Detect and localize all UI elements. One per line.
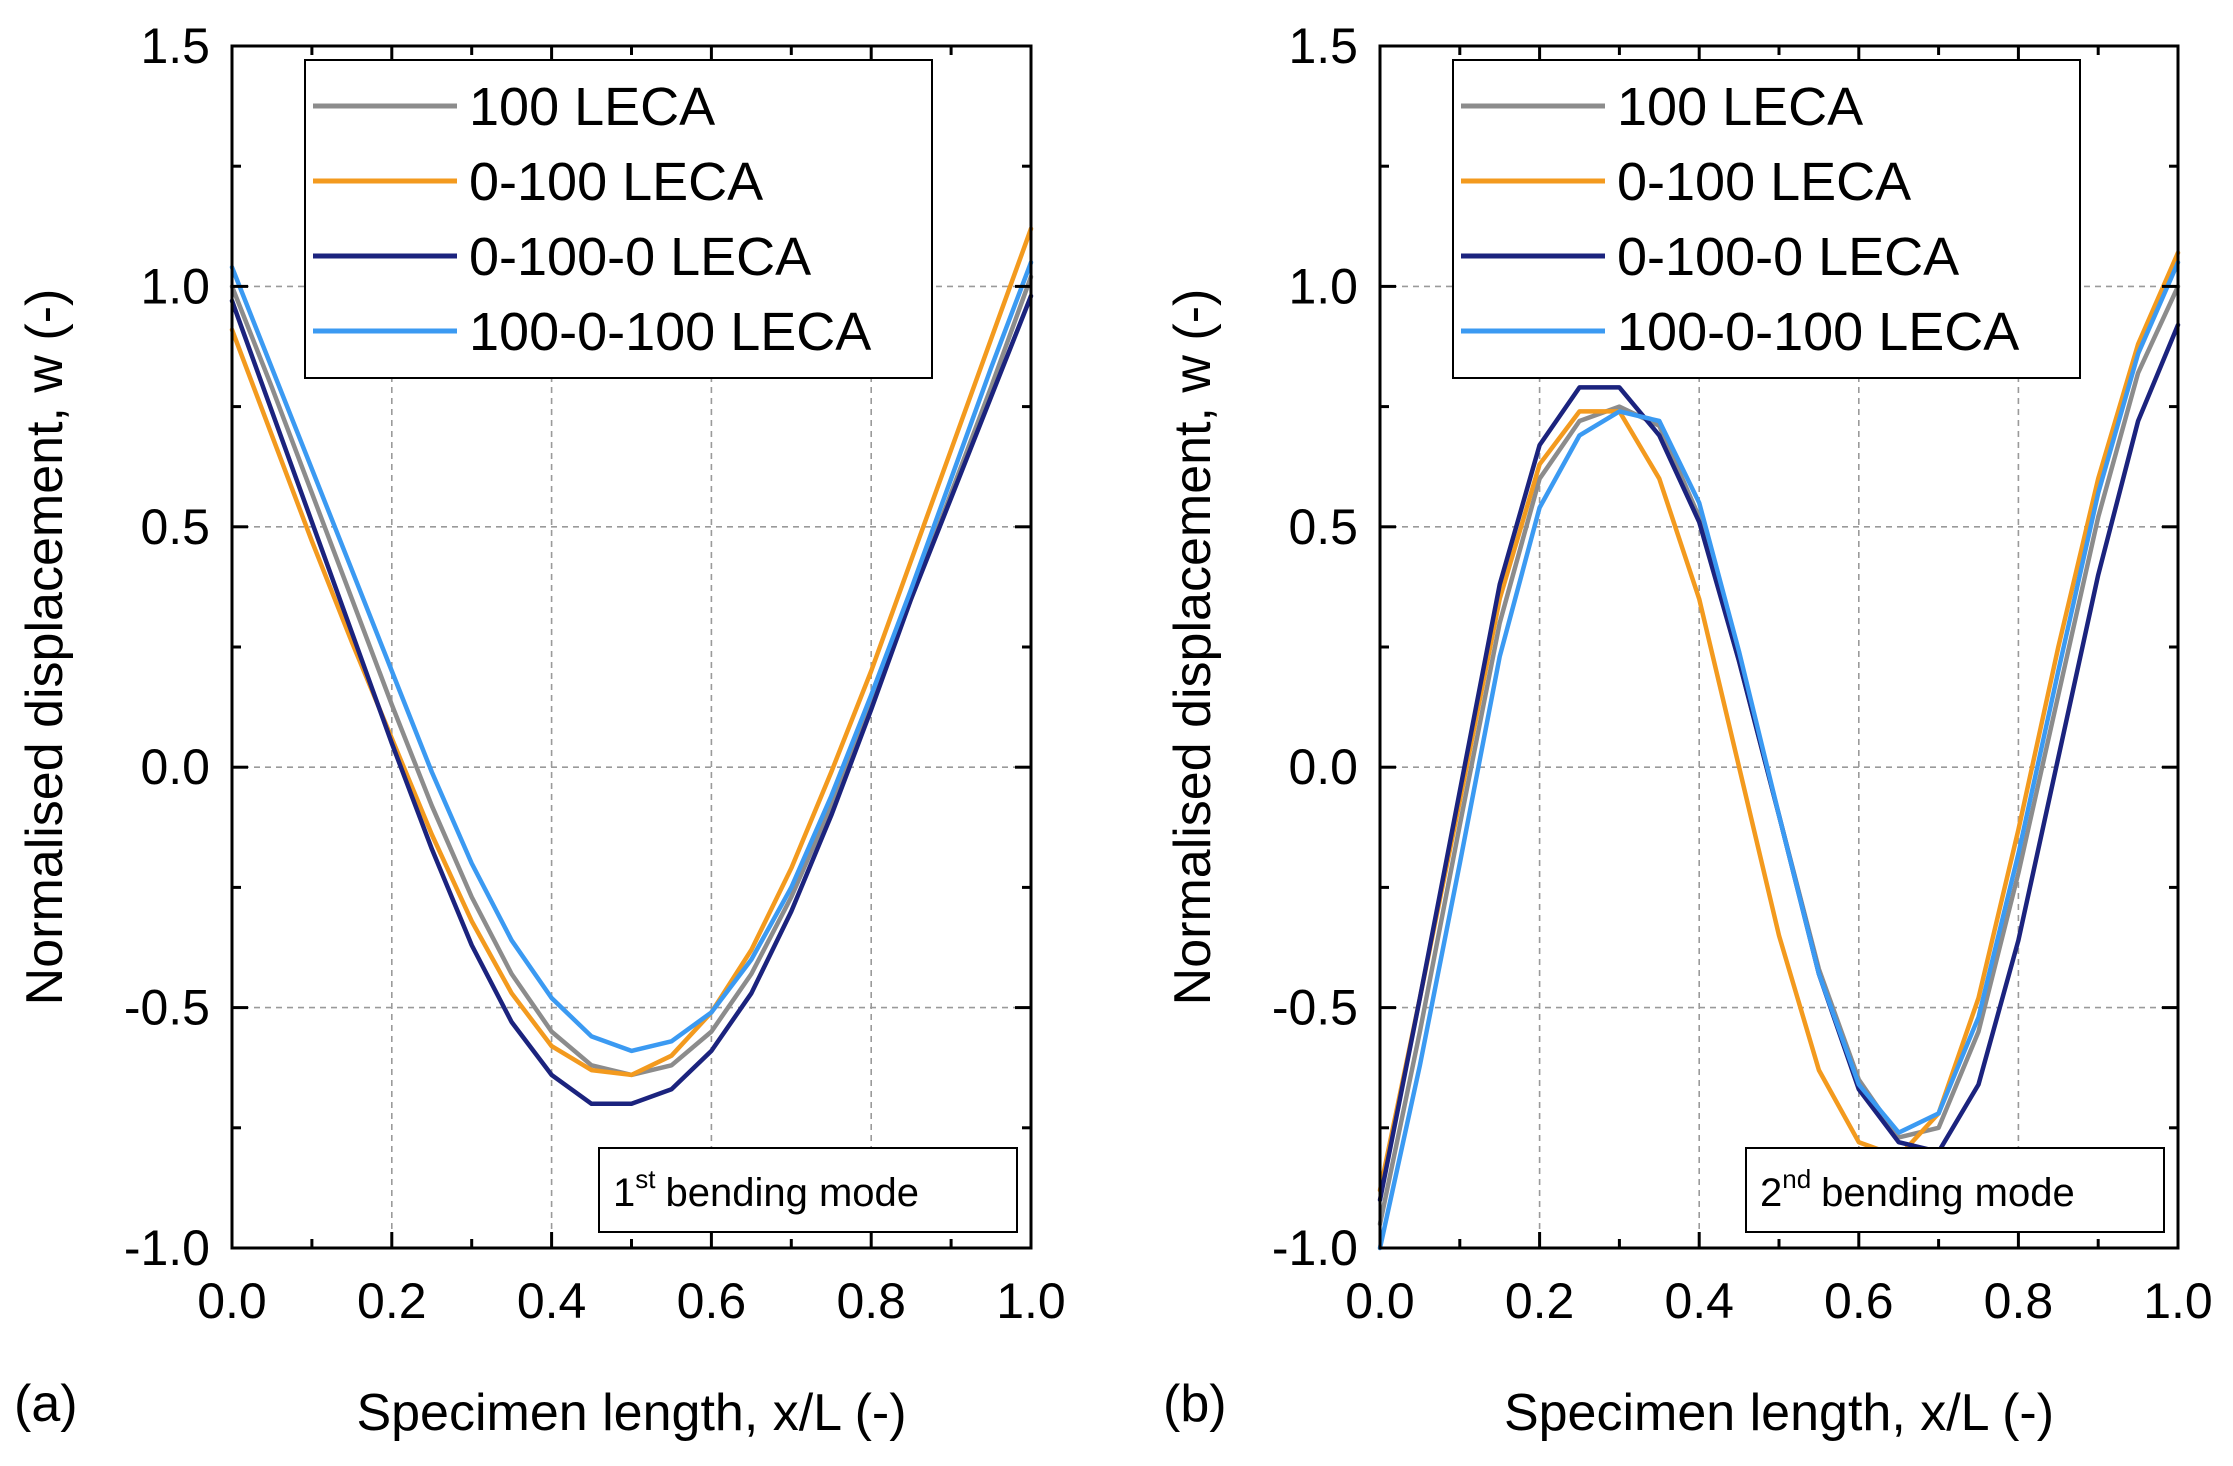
y-tick-label: 1.0 <box>1288 258 1358 314</box>
legend-label: 0-100-0 LECA <box>1617 227 1959 287</box>
mode-suffix: nd <box>1782 1164 1811 1194</box>
legend: 100 LECA 0-100 LECA 0-100-0 LECA 100-0-100 … <box>1452 59 2081 379</box>
x-tick-label: 0.8 <box>836 1273 906 1329</box>
y-tick-label: 1.0 <box>140 258 210 314</box>
y-axis-label: Normalised displacement, w (-) <box>16 289 74 1006</box>
series-line-0-100-0-leca <box>1377 322 2181 1203</box>
series-line-0-100-0-leca <box>229 293 1034 1107</box>
mode-text: bending mode <box>1821 1171 2075 1215</box>
mode-annotation: 1st bending mode <box>598 1147 1018 1233</box>
legend-label: 100 LECA <box>469 77 715 137</box>
chart-panel-a: 0.0 0.2 0.4 0.6 0.8 1.0 -1.0 -0.5 0.0 0.5 1.0 1.5 Sp… <box>14 18 1066 1442</box>
mode-annotation-box <box>1745 1147 2165 1233</box>
legend-label: 100-0-100 LECA <box>1617 302 2019 362</box>
series-line-100-0-100-leca <box>1377 260 2181 1251</box>
x-tick-label: 0.2 <box>357 1273 427 1329</box>
legend-box <box>1452 59 2081 379</box>
x-tick-label: 0.0 <box>1345 1273 1415 1329</box>
series-line-100-leca <box>229 274 1034 1078</box>
x-axis-label: Specimen length, x/L (-) <box>1504 1384 2054 1442</box>
x-tick-label: 1.0 <box>996 1273 1066 1329</box>
x-tick-label: 0.6 <box>677 1273 747 1329</box>
y-axis-label: Normalised displacement, w (-) <box>1164 289 1222 1006</box>
series-line-0-100-leca <box>1377 250 2181 1193</box>
panel-label: (b) <box>1163 1375 1227 1433</box>
mode-number: 1 <box>613 1171 635 1215</box>
y-tick-label: 0.5 <box>1288 499 1358 555</box>
x-tick-label: 0.6 <box>1824 1273 1894 1329</box>
mode-annotation-text: 1st bending mode <box>613 1164 919 1215</box>
mode-suffix: st <box>635 1164 656 1194</box>
y-tick-label: 1.5 <box>140 18 210 74</box>
legend-label: 0-100 LECA <box>1617 152 1911 212</box>
legend: 100 LECA 0-100 LECA 0-100-0 LECA 100-0-100 … <box>304 59 933 379</box>
y-tick-label: 1.5 <box>1288 18 1358 74</box>
x-tick-label: 0.4 <box>517 1273 587 1329</box>
y-tick-label: -1.0 <box>1272 1220 1358 1276</box>
x-axis-label: Specimen length, x/L (-) <box>356 1384 906 1442</box>
y-tick-label: 0.0 <box>1288 739 1358 795</box>
x-tick-label: 0.4 <box>1664 1273 1734 1329</box>
mode-number: 2 <box>1760 1171 1782 1215</box>
y-tick-label: 0.5 <box>140 499 210 555</box>
y-tick-label: 0.0 <box>140 739 210 795</box>
x-tick-label: 1.0 <box>2143 1273 2213 1329</box>
panel-label: (a) <box>14 1375 78 1433</box>
x-tick-label: 0.8 <box>1984 1273 2054 1329</box>
series-line-100-0-100-leca <box>229 260 1034 1054</box>
legend-box <box>304 59 933 379</box>
legend-label: 100 LECA <box>1617 77 1863 137</box>
y-tick-label: -1.0 <box>124 1220 210 1276</box>
y-tick-label: -0.5 <box>124 980 210 1036</box>
legend-label: 0-100-0 LECA <box>469 227 811 287</box>
y-tick-label: -0.5 <box>1272 980 1358 1036</box>
mode-text: bending mode <box>665 1171 919 1215</box>
legend-label: 100-0-100 LECA <box>469 302 871 362</box>
mode-annotation-text: 2nd bending mode <box>1760 1164 2075 1215</box>
x-tick-label: 0.0 <box>197 1273 267 1329</box>
mode-annotation-box <box>598 1147 1018 1233</box>
legend-label: 0-100 LECA <box>469 152 763 212</box>
x-tick-label: 0.2 <box>1505 1273 1575 1329</box>
chart-panel-b: 0.0 0.2 0.4 0.6 0.8 1.0 -1.0 -0.5 0.0 0.5 1.0 1.5 Sp… <box>1163 18 2213 1442</box>
mode-annotation: 2nd bending mode <box>1745 1147 2165 1233</box>
